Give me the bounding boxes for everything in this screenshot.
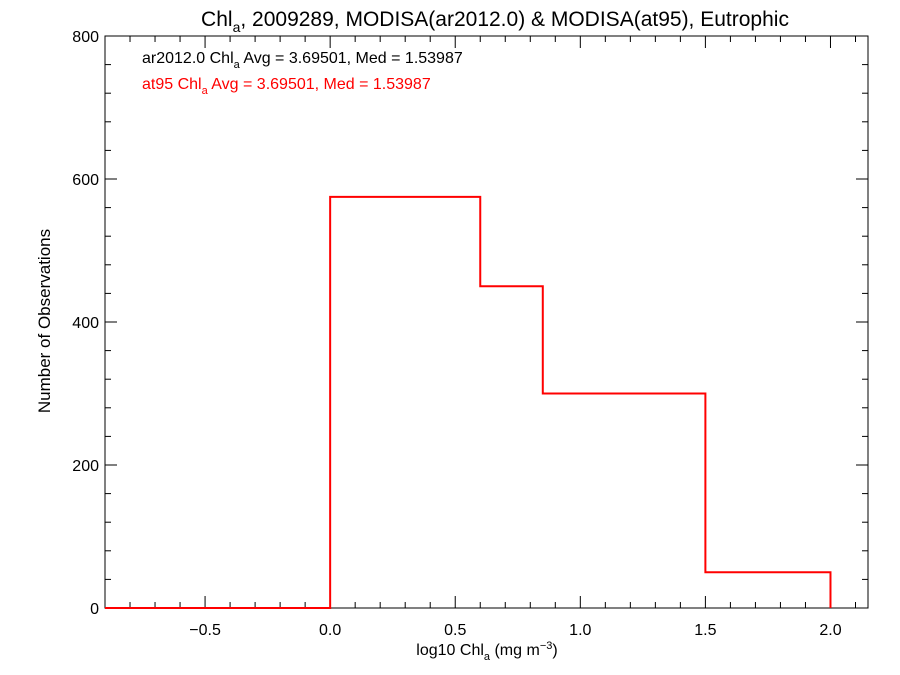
y-tick-label: 0 [90,601,99,618]
x-axis-label-subscript: a [484,651,491,663]
series-line [105,195,832,609]
annotation-text: at95 Chla Avg = 3.69501, Med = 1.53987 [142,76,431,97]
annotation-main: ar2012.0 Chl [142,50,234,67]
x-axis-label-main: log10 Chl [416,642,484,659]
x-tick-label: 2.0 [819,622,841,639]
annotation-rest: Avg = 3.69501, Med = 1.53987 [208,76,431,93]
x-tick-label: −0.5 [189,622,221,639]
y-tick-label: 600 [72,172,99,189]
x-tick-label: 0.5 [444,622,466,639]
annotations: ar2012.0 Chla Avg = 3.69501, Med = 1.539… [142,50,463,97]
annotation-subscript: a [202,85,209,97]
x-axis-label-superscript: −3 [540,640,553,652]
plot-frame [104,35,869,609]
axes: −0.5 0.0 0.5 1.0 1.5 2.0 0 200 400 600 800 [72,29,869,639]
annotation-rest: Avg = 3.69501, Med = 1.53987 [240,50,463,67]
annotation-text: ar2012.0 Chla Avg = 3.69501, Med = 1.539… [142,50,463,71]
y-tick-label: 800 [72,29,99,46]
annotation-main: at95 Chl [142,76,202,93]
chart-title-subscript: a [233,19,241,35]
annotation-subscript: a [234,59,241,71]
x-tick-label: 0.0 [319,622,341,639]
x-axis-label-mid: (mg m [490,642,540,659]
y-axis-label: Number of Observations [35,229,54,413]
y-tick-label: 200 [72,458,99,475]
x-axis-label: log10 Chla (mg m−3) [416,640,557,663]
x-tick-label: 1.0 [569,622,591,639]
x-tick-label: 1.5 [694,622,716,639]
x-axis-label-end: ) [552,642,557,659]
series-layer [105,195,832,609]
y-tick-label: 400 [72,315,99,332]
chart-title: Chla, 2009289, MODISA(ar2012.0) & MODISA… [201,8,789,35]
chart-title-main: Chl [201,8,233,31]
chart-title-rest: , 2009289, MODISA(ar2012.0) & MODISA(at9… [240,8,789,31]
